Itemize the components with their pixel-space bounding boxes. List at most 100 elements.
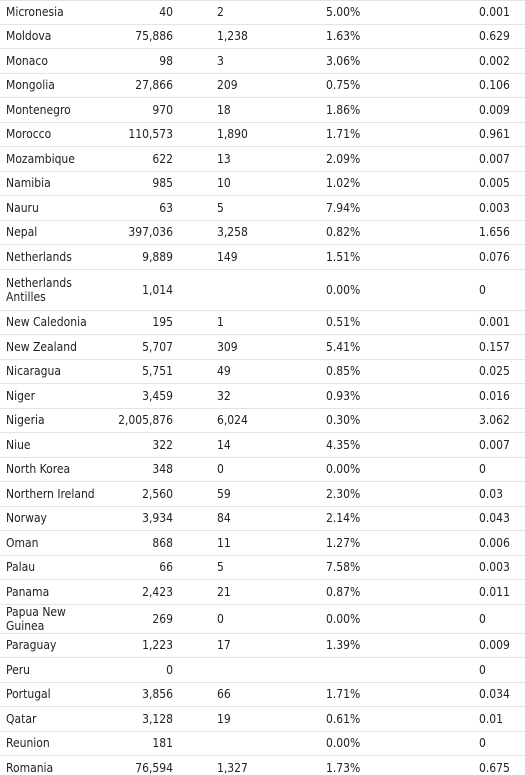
rate-cell: 1.71%	[274, 122, 391, 147]
table-row: Paraguay 1,223 17 1.39% 0.009	[0, 633, 525, 658]
table-row: Niger 3,459 32 0.93% 0.016	[0, 383, 525, 409]
rate-cell: 0.30%	[274, 408, 391, 433]
country-cell: Qatar	[0, 706, 98, 732]
table-row: Nigeria 2,005,876 6,024 0.30% 3.062	[0, 408, 525, 433]
rate-cell: 0.00%	[274, 604, 391, 634]
per-capita-cell: 0.106	[391, 73, 525, 98]
country-cell: Niue	[0, 432, 98, 458]
country-cell: Netherlands	[0, 244, 98, 270]
per-capita-cell: 0	[391, 657, 525, 683]
per-capita-cell: 0.016	[391, 383, 525, 409]
deaths-cell: 19	[180, 706, 274, 732]
per-capita-cell: 0.034	[391, 682, 525, 707]
table-row: Portugal 3,856 66 1.71% 0.034	[0, 682, 525, 707]
rate-cell: 2.14%	[274, 506, 391, 531]
rate-cell: 1.71%	[274, 682, 391, 707]
country-cell: Nicaragua	[0, 359, 98, 384]
cases-cell: 985	[98, 171, 180, 196]
table-row: Netherlands Antilles 1,014 0.00% 0	[0, 269, 525, 311]
deaths-cell: 1,890	[180, 122, 274, 147]
rate-cell: 1.02%	[274, 171, 391, 196]
cases-cell: 622	[98, 146, 180, 172]
cases-cell: 1,014	[98, 269, 180, 311]
deaths-cell: 0	[180, 604, 274, 634]
per-capita-cell: 0.005	[391, 171, 525, 196]
deaths-cell	[180, 731, 274, 756]
table-row: Morocco 110,573 1,890 1.71% 0.961	[0, 122, 525, 147]
country-cell: North Korea	[0, 457, 98, 482]
country-cell: Niger	[0, 383, 98, 409]
country-cell: Micronesia	[0, 0, 98, 25]
table-row: Namibia 985 10 1.02% 0.005	[0, 171, 525, 196]
deaths-cell: 11	[180, 530, 274, 556]
deaths-cell: 59	[180, 481, 274, 507]
deaths-cell: 84	[180, 506, 274, 531]
table-row: New Caledonia 195 1 0.51% 0.001	[0, 310, 525, 335]
country-cell: Mozambique	[0, 146, 98, 172]
country-cell: Nigeria	[0, 408, 98, 433]
cases-cell: 110,573	[98, 122, 180, 147]
deaths-cell: 66	[180, 682, 274, 707]
country-cell: Northern Ireland	[0, 481, 98, 507]
table-row: Montenegro 970 18 1.86% 0.009	[0, 97, 525, 123]
rate-cell	[274, 657, 391, 683]
rate-cell: 1.39%	[274, 633, 391, 658]
cases-cell: 348	[98, 457, 180, 482]
per-capita-cell: 0	[391, 604, 525, 634]
per-capita-cell: 0	[391, 731, 525, 756]
cases-cell: 76,594	[98, 755, 180, 775]
country-cell: Namibia	[0, 171, 98, 196]
rate-cell: 2.09%	[274, 146, 391, 172]
country-cell: Nauru	[0, 195, 98, 221]
table-row: Papua New Guinea 269 0 0.00% 0	[0, 604, 525, 634]
cases-cell: 0	[98, 657, 180, 683]
cases-cell: 75,886	[98, 24, 180, 49]
country-cell: Romania	[0, 755, 98, 775]
table-row: North Korea 348 0 0.00% 0	[0, 457, 525, 482]
rate-cell: 0.93%	[274, 383, 391, 409]
deaths-cell: 32	[180, 383, 274, 409]
deaths-cell: 3,258	[180, 220, 274, 245]
table-row: Netherlands 9,889 149 1.51% 0.076	[0, 244, 525, 270]
per-capita-cell: 0.961	[391, 122, 525, 147]
table-row: Northern Ireland 2,560 59 2.30% 0.03	[0, 481, 525, 507]
rate-cell: 7.58%	[274, 555, 391, 580]
per-capita-cell: 0.675	[391, 755, 525, 775]
cases-cell: 40	[98, 0, 180, 25]
deaths-cell: 209	[180, 73, 274, 98]
table-row: Nicaragua 5,751 49 0.85% 0.025	[0, 359, 525, 384]
rate-cell: 0.75%	[274, 73, 391, 98]
country-cell: Monaco	[0, 48, 98, 74]
country-cell: Portugal	[0, 682, 98, 707]
table-row: Moldova 75,886 1,238 1.63% 0.629	[0, 24, 525, 49]
table-row: New Zealand 5,707 309 5.41% 0.157	[0, 334, 525, 360]
per-capita-cell: 0.076	[391, 244, 525, 270]
rate-cell: 0.00%	[274, 269, 391, 311]
deaths-cell: 309	[180, 334, 274, 360]
table-row: Romania 76,594 1,327 1.73% 0.675	[0, 755, 525, 775]
deaths-cell	[180, 657, 274, 683]
per-capita-cell: 0.009	[391, 633, 525, 658]
cases-cell: 269	[98, 604, 180, 634]
per-capita-cell: 0.006	[391, 530, 525, 556]
deaths-cell: 1,327	[180, 755, 274, 775]
cases-cell: 868	[98, 530, 180, 556]
cases-cell: 1,223	[98, 633, 180, 658]
rate-cell: 4.35%	[274, 432, 391, 458]
deaths-cell: 5	[180, 195, 274, 221]
table-row: Panama 2,423 21 0.87% 0.011	[0, 579, 525, 605]
country-cell: Norway	[0, 506, 98, 531]
per-capita-cell: 0	[391, 269, 525, 311]
rate-cell: 2.30%	[274, 481, 391, 507]
per-capita-cell: 0.009	[391, 97, 525, 123]
cases-cell: 5,751	[98, 359, 180, 384]
per-capita-cell: 0.157	[391, 334, 525, 360]
per-capita-cell: 3.062	[391, 408, 525, 433]
deaths-cell: 49	[180, 359, 274, 384]
cases-cell: 2,560	[98, 481, 180, 507]
table-row: Nepal 397,036 3,258 0.82% 1.656	[0, 220, 525, 245]
table-row: Mozambique 622 13 2.09% 0.007	[0, 146, 525, 172]
rate-cell: 3.06%	[274, 48, 391, 74]
